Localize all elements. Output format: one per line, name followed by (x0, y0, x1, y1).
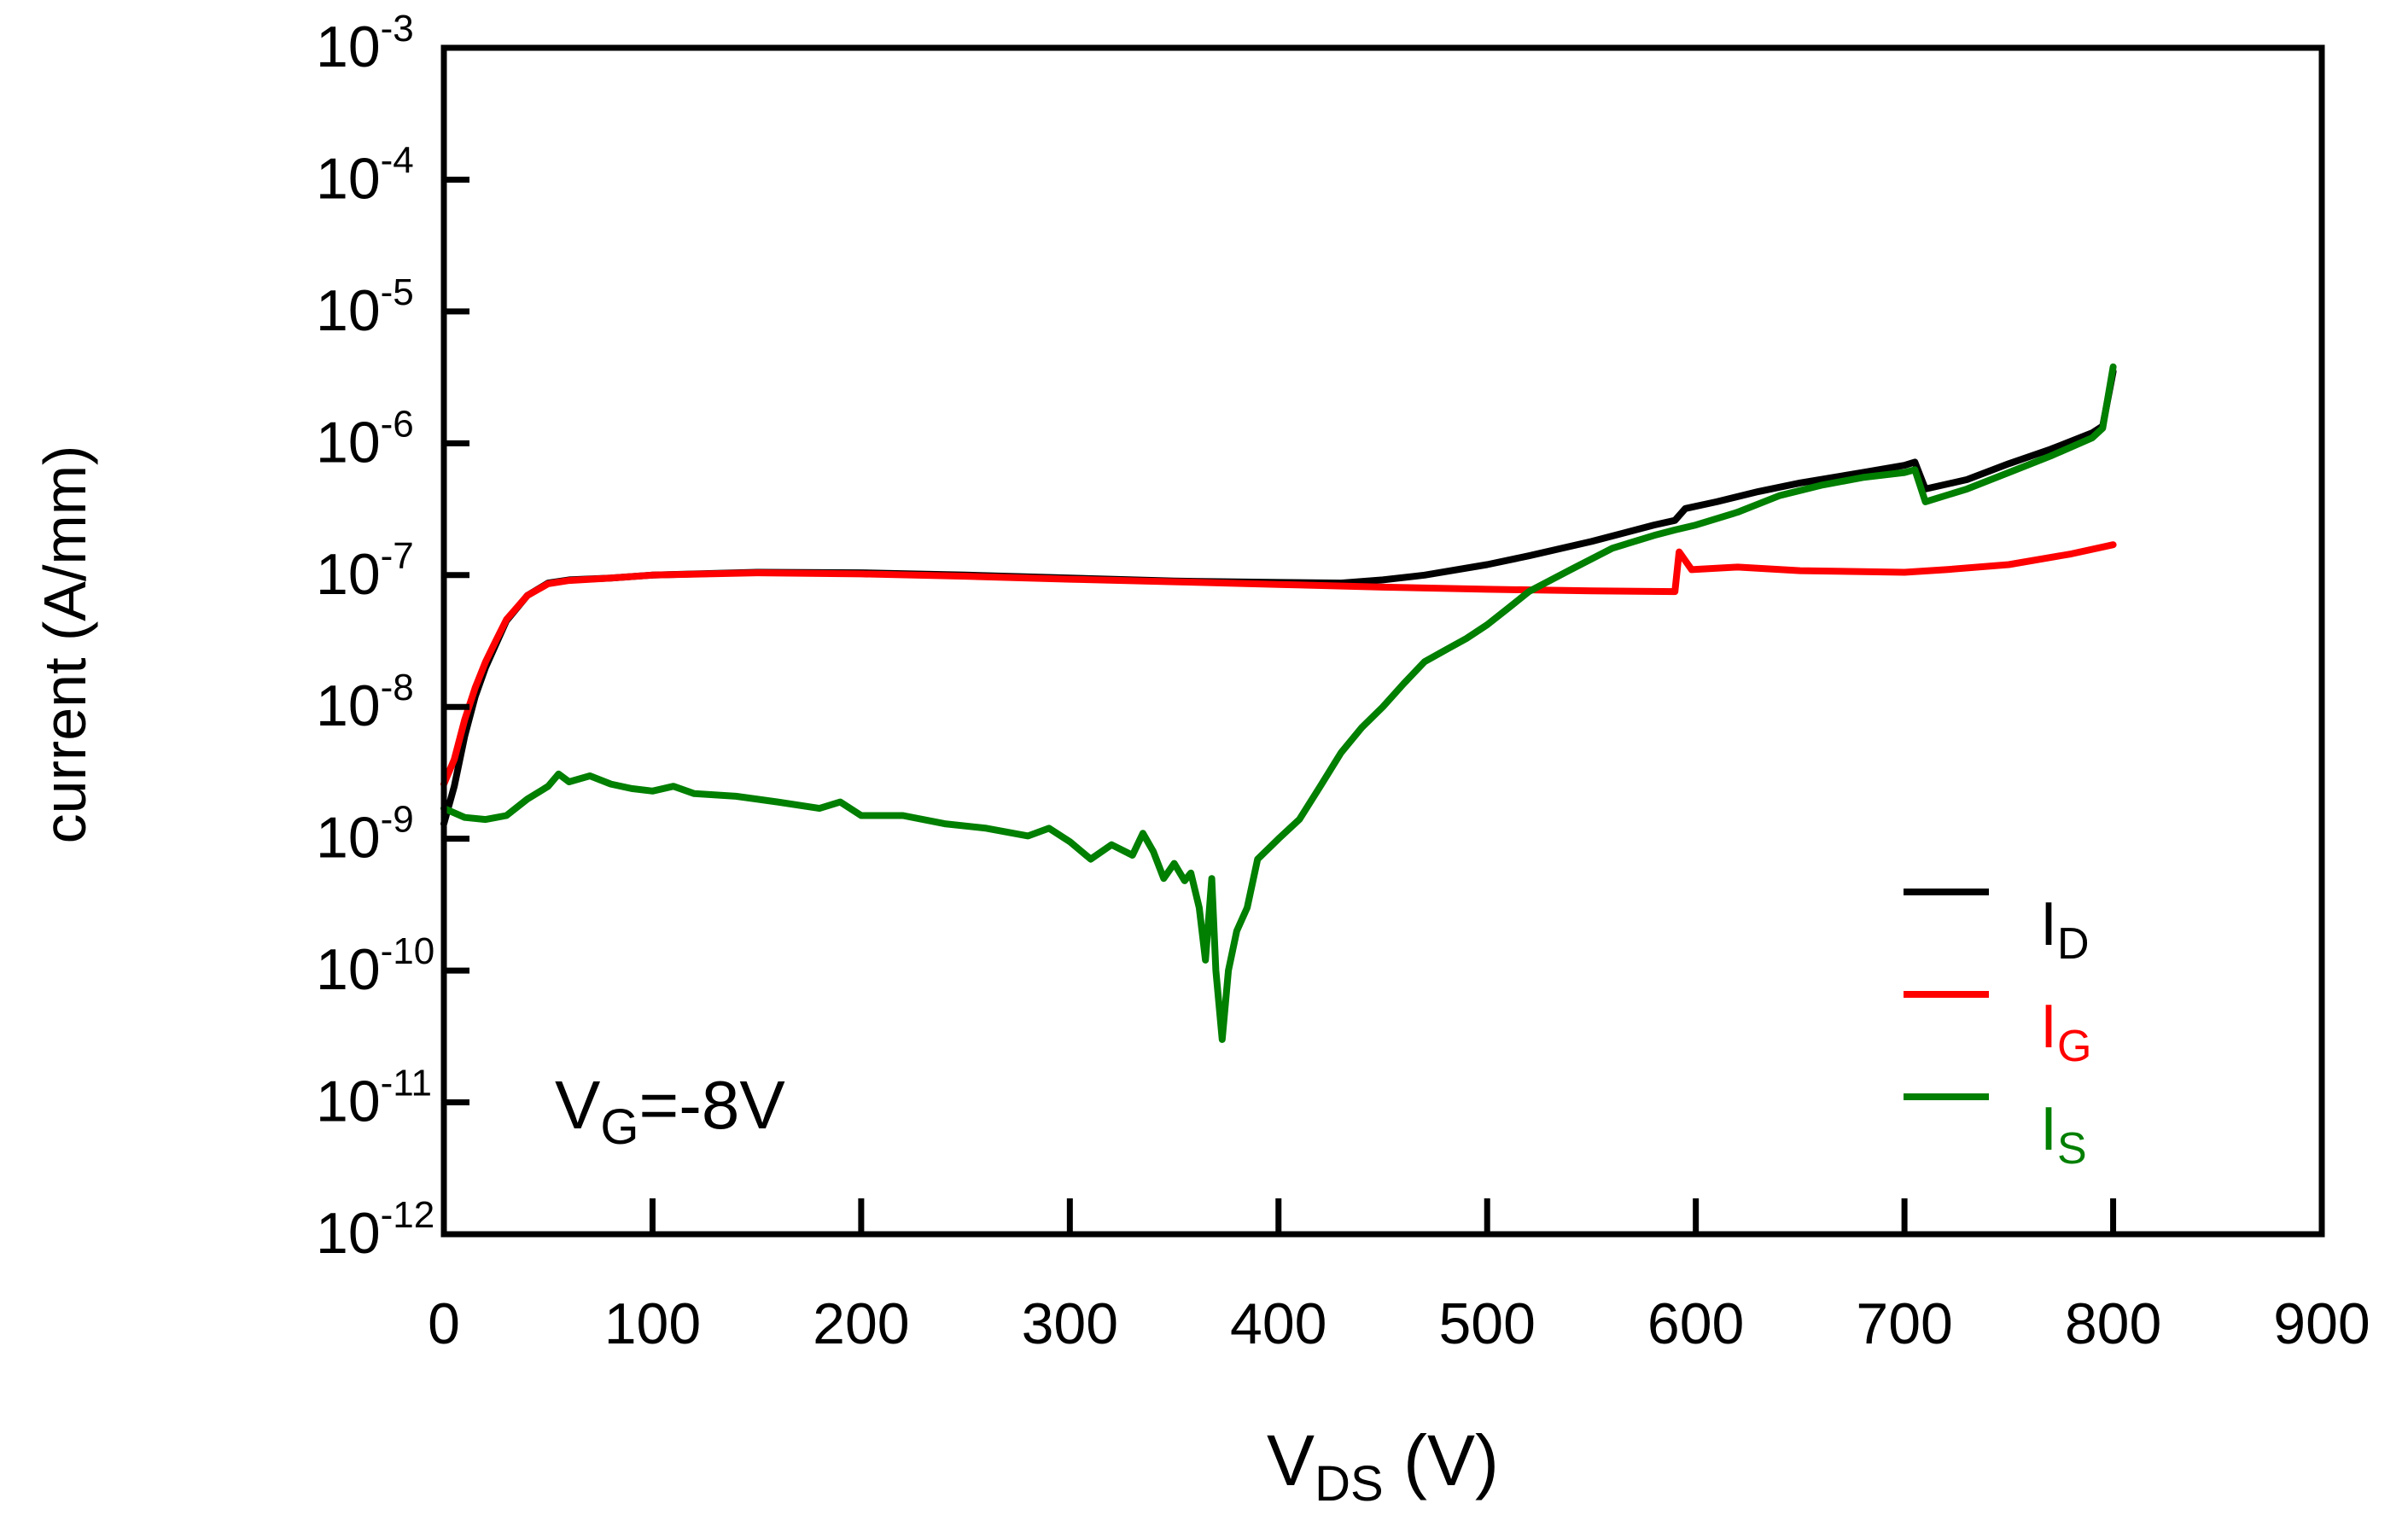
y-axis: 10-310-410-510-610-710-810-910-1010-1110… (316, 8, 469, 1266)
y-tick-exponent: -4 (381, 139, 414, 181)
legend-label: IS (2040, 1095, 2087, 1174)
annotation-sub: G (600, 1099, 638, 1155)
x-tick-label: 400 (1230, 1291, 1326, 1356)
x-tick-label: 200 (813, 1291, 909, 1356)
x-tick-label: 300 (1022, 1291, 1118, 1356)
y-tick-label: 10-11 (316, 1063, 432, 1134)
x-tick-label: 900 (2273, 1291, 2370, 1356)
annotation-main: V (555, 1067, 601, 1143)
y-tick-exponent: -8 (381, 667, 414, 708)
x-axis-title-main: V (1267, 1420, 1315, 1501)
y-tick-label: 10-12 (316, 1194, 434, 1266)
x-tick-label: 100 (604, 1291, 701, 1356)
y-tick-exponent: -9 (381, 799, 414, 841)
y-tick-label: 10-8 (316, 667, 414, 738)
y-tick-base: 10 (316, 410, 381, 475)
gate-voltage-annotation: VG=-8V (555, 1067, 785, 1155)
y-tick-base: 10 (316, 278, 381, 343)
y-tick-label: 10-3 (316, 8, 414, 79)
y-tick-exponent: -6 (381, 403, 414, 445)
legend-label: IG (2040, 993, 2091, 1071)
y-tick-base: 10 (316, 1069, 381, 1134)
plot-frame (440, 44, 2325, 1238)
y-tick-exponent: -3 (381, 8, 414, 50)
y-tick-exponent: -7 (381, 535, 414, 577)
x-tick-label: 700 (1856, 1291, 1952, 1356)
y-tick-base: 10 (316, 542, 381, 607)
y-tick-base: 10 (316, 15, 381, 79)
x-axis-title-sub: DS (1315, 1456, 1384, 1512)
y-tick-label: 10-6 (316, 403, 414, 475)
y-tick-label: 10-5 (316, 271, 414, 343)
y-tick-base: 10 (316, 806, 381, 871)
y-tick-exponent: -12 (381, 1194, 435, 1236)
y-tick-exponent: -10 (381, 930, 435, 972)
x-tick-label: 0 (428, 1291, 460, 1356)
x-tick-label: 600 (1647, 1291, 1744, 1356)
x-axis-title-rest: (V) (1384, 1420, 1499, 1501)
y-tick-exponent: -5 (381, 271, 414, 313)
y-tick-label: 10-4 (316, 139, 414, 211)
x-tick-label: 500 (1438, 1291, 1535, 1356)
series-group (440, 363, 2117, 1043)
y-tick-base: 10 (316, 1201, 381, 1266)
annotation-rest: =-8V (638, 1067, 785, 1143)
y-tick-label: 10-10 (316, 930, 434, 1002)
x-axis-title: VDS (V) (1267, 1420, 1499, 1512)
y-tick-base: 10 (316, 937, 381, 1002)
y-tick-label: 10-9 (316, 799, 414, 871)
x-axis: 0 100 200 300 400 500 600 700 800 900 (428, 1198, 2370, 1356)
y-tick-base: 10 (316, 146, 381, 211)
y-tick-base: 10 (316, 673, 381, 738)
legend-label: ID (2040, 890, 2090, 969)
y-tick-label: 10-7 (316, 535, 414, 607)
series-line-i-s (440, 363, 2117, 1043)
legend: ID IG IS (1904, 889, 2091, 1174)
y-axis-title: current (A/mm) (32, 446, 98, 844)
x-tick-label: 800 (2065, 1291, 2161, 1356)
series-line-i-g (440, 541, 2117, 788)
y-tick-exponent: -11 (381, 1063, 432, 1104)
